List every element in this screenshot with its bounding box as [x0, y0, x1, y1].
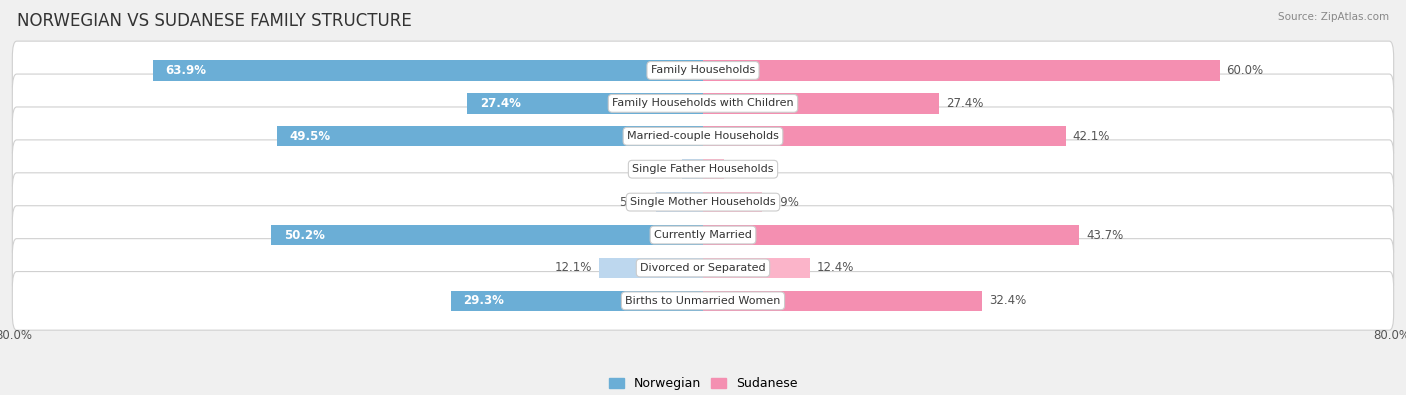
- Text: Family Households: Family Households: [651, 66, 755, 75]
- Bar: [599, 258, 703, 278]
- Text: 12.4%: 12.4%: [817, 261, 853, 275]
- Text: 60.0%: 60.0%: [1226, 64, 1264, 77]
- FancyBboxPatch shape: [13, 140, 1393, 198]
- Text: 43.7%: 43.7%: [1087, 229, 1123, 241]
- Text: 32.4%: 32.4%: [988, 294, 1026, 307]
- Text: 12.1%: 12.1%: [554, 261, 592, 275]
- Text: 42.1%: 42.1%: [1073, 130, 1109, 143]
- Bar: [703, 192, 762, 213]
- Text: 27.4%: 27.4%: [946, 97, 983, 110]
- FancyBboxPatch shape: [13, 206, 1393, 264]
- Bar: [703, 225, 1080, 245]
- Bar: [703, 258, 810, 278]
- Text: Married-couple Households: Married-couple Households: [627, 131, 779, 141]
- Bar: [703, 159, 724, 179]
- FancyBboxPatch shape: [13, 173, 1393, 231]
- Bar: [703, 60, 1219, 81]
- FancyBboxPatch shape: [13, 107, 1393, 166]
- Legend: Norwegian, Sudanese: Norwegian, Sudanese: [603, 372, 803, 395]
- Text: 63.9%: 63.9%: [166, 64, 207, 77]
- Bar: [655, 192, 703, 213]
- FancyBboxPatch shape: [13, 239, 1393, 297]
- FancyBboxPatch shape: [13, 272, 1393, 330]
- Text: 27.4%: 27.4%: [479, 97, 520, 110]
- Bar: [277, 126, 703, 147]
- Text: 5.5%: 5.5%: [619, 196, 648, 209]
- Text: 6.9%: 6.9%: [769, 196, 799, 209]
- Bar: [703, 291, 981, 311]
- Bar: [451, 291, 703, 311]
- Bar: [682, 159, 703, 179]
- Text: 29.3%: 29.3%: [464, 294, 505, 307]
- Text: 2.4%: 2.4%: [645, 163, 675, 176]
- Text: 2.4%: 2.4%: [731, 163, 761, 176]
- Text: Family Households with Children: Family Households with Children: [612, 98, 794, 108]
- Bar: [467, 93, 703, 114]
- Text: Source: ZipAtlas.com: Source: ZipAtlas.com: [1278, 12, 1389, 22]
- Bar: [703, 93, 939, 114]
- Text: 50.2%: 50.2%: [284, 229, 325, 241]
- Text: 49.5%: 49.5%: [290, 130, 330, 143]
- FancyBboxPatch shape: [13, 74, 1393, 133]
- Bar: [703, 126, 1066, 147]
- Text: Divorced or Separated: Divorced or Separated: [640, 263, 766, 273]
- Text: Births to Unmarried Women: Births to Unmarried Women: [626, 296, 780, 306]
- Text: Single Mother Households: Single Mother Households: [630, 197, 776, 207]
- Text: Currently Married: Currently Married: [654, 230, 752, 240]
- Text: NORWEGIAN VS SUDANESE FAMILY STRUCTURE: NORWEGIAN VS SUDANESE FAMILY STRUCTURE: [17, 12, 412, 30]
- Bar: [153, 60, 703, 81]
- FancyBboxPatch shape: [13, 41, 1393, 100]
- Text: Single Father Households: Single Father Households: [633, 164, 773, 174]
- Bar: [271, 225, 703, 245]
